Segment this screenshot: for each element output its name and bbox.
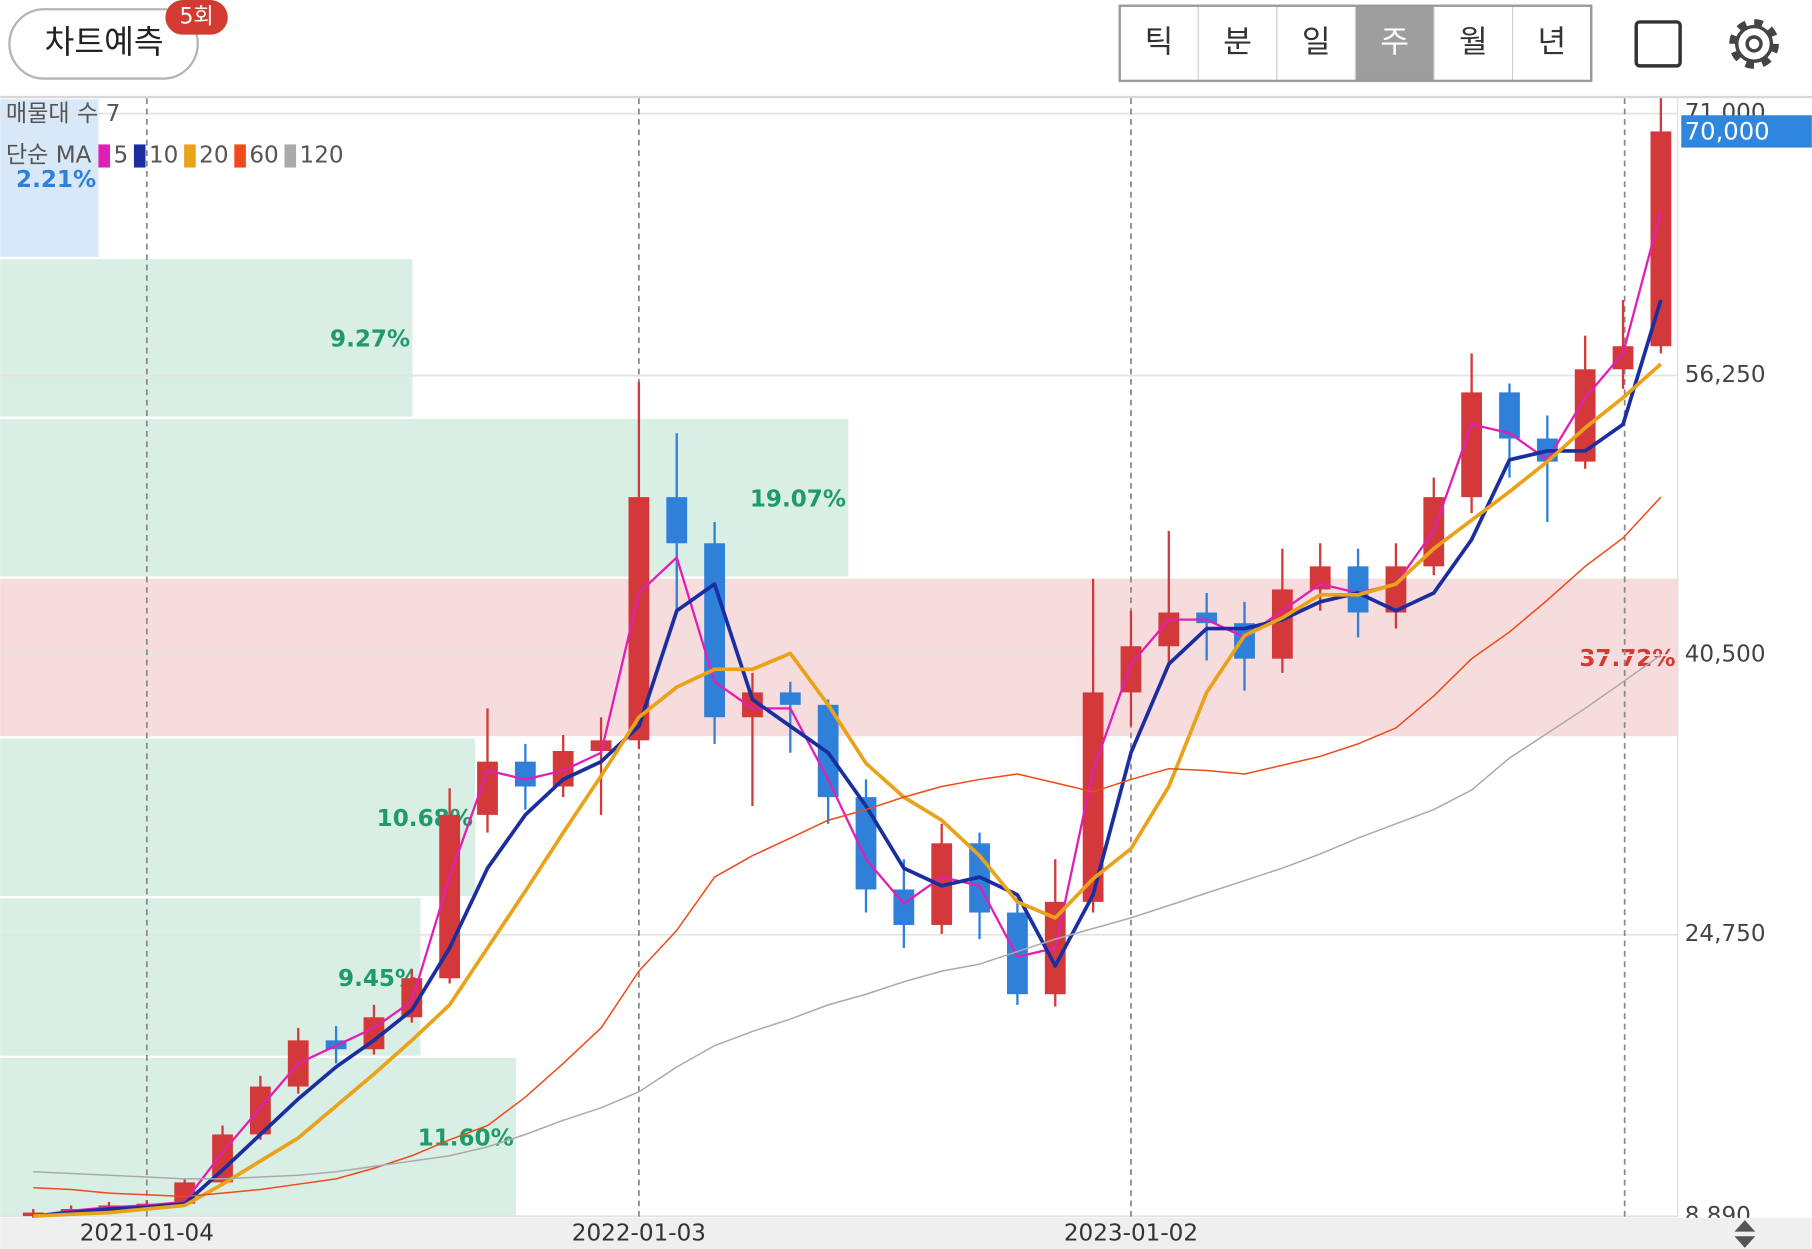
predict-button[interactable] [8,8,199,80]
ma-label: 단순 MA [6,142,92,168]
candle-body [477,761,498,815]
y-tick-label: 56,250 [1685,362,1766,388]
candle-body [1271,589,1293,659]
candle-body [1309,566,1331,590]
volume-profile-label: 37.72% [1579,646,1675,672]
period-tab[interactable] [1354,5,1435,82]
legend-swatch [133,144,146,168]
gear-teeth [1729,19,1779,69]
ma-line [33,299,1663,1218]
legend-swatch [284,144,297,168]
gear-body [1735,24,1774,63]
legend-swatch [98,144,110,168]
x-tick-label: 2023-01-02 [1064,1220,1198,1246]
candle-body [1461,392,1483,498]
legend-swatch [184,144,196,168]
gear-hole [1745,35,1763,53]
candle-body [779,692,801,705]
period-tab-label: 년 [1538,24,1567,60]
candle-body [1196,612,1218,624]
candle-body [514,761,536,787]
layout-toggle[interactable] [1634,20,1682,68]
candle-body [1082,692,1104,902]
candle-body [1007,912,1028,995]
volume-profile-band [0,99,99,257]
candle-body [742,692,763,718]
volume-profile-count: 매물대 수 7 [6,101,120,127]
candle-body [1499,392,1520,439]
current-price-tag [1681,115,1812,148]
legend-label: 5 [113,142,128,168]
candle-body [439,814,461,979]
period-frame-outline [1118,4,1593,83]
header: 차트예측 5회 틱 분 일 주 월 년 [0,0,1812,99]
legend: 매물대 수 7 단순 MA 5 10 20 60 120 [6,101,344,169]
badge-label: 5회 [180,4,214,29]
period-tab-label: 주 [1380,24,1409,60]
volume-profile-band [0,259,413,417]
y-tick-label: 24,750 [1685,921,1766,947]
candle-body [1650,131,1672,347]
period-tab-label: 월 [1459,24,1488,60]
legend-label: 60 [249,142,278,168]
period-tab[interactable] [1512,5,1592,82]
ma-line [33,496,1662,1198]
period-tab-label: 일 [1302,24,1331,60]
y-tick-label: 40,500 [1685,642,1766,668]
current-price-label: 70,000 [1685,117,1770,146]
legend-label: 10 [149,142,178,168]
candle-body [1347,566,1369,613]
arrow-icon [1734,1220,1756,1248]
period-tab-label: 틱 [1145,24,1174,60]
ma-line [33,362,1663,1218]
volume-profile-band [0,738,476,896]
volume-profile-band [0,578,1678,737]
plot-area: 11.60%9.45%10.68%37.72%19.07%9.27%2.21%8… [0,97,1766,1229]
candle-body [666,497,688,544]
settings-icon[interactable] [1729,19,1779,69]
volume-profile-label: 2.21% [16,167,96,193]
scroll-arrows[interactable] [1734,1220,1756,1248]
candle-body [590,740,612,751]
candle-body [1158,612,1180,647]
volume-profile-band [0,898,421,1056]
badge [165,0,228,35]
legend-label: 120 [300,142,344,168]
x-axis: 2021-01-04 2022-01-03 2023-01-02 [80,1220,1198,1246]
x-axis-strip [0,1217,1812,1249]
candle-body [704,543,725,718]
legend-label: 20 [199,142,228,168]
ma-line [33,654,1662,1180]
predict-button-label: 차트예측 [45,23,164,61]
candle-body [249,1086,271,1135]
overlay: 70,000 매물대 수 7 단순 MA 5 10 20 60 120 [6,101,1812,169]
period-tab[interactable] [1197,5,1278,82]
volume-profile-label: 19.07% [750,486,846,512]
candle-body [1612,346,1634,370]
x-tick-label: 2022-01-03 [572,1220,706,1246]
legend-swatch [234,144,246,168]
x-tick-label: 2021-01-04 [80,1220,214,1246]
candle-body [628,497,650,741]
volume-profile-label: 9.27% [330,327,410,353]
period-tab-label: 분 [1223,24,1252,60]
